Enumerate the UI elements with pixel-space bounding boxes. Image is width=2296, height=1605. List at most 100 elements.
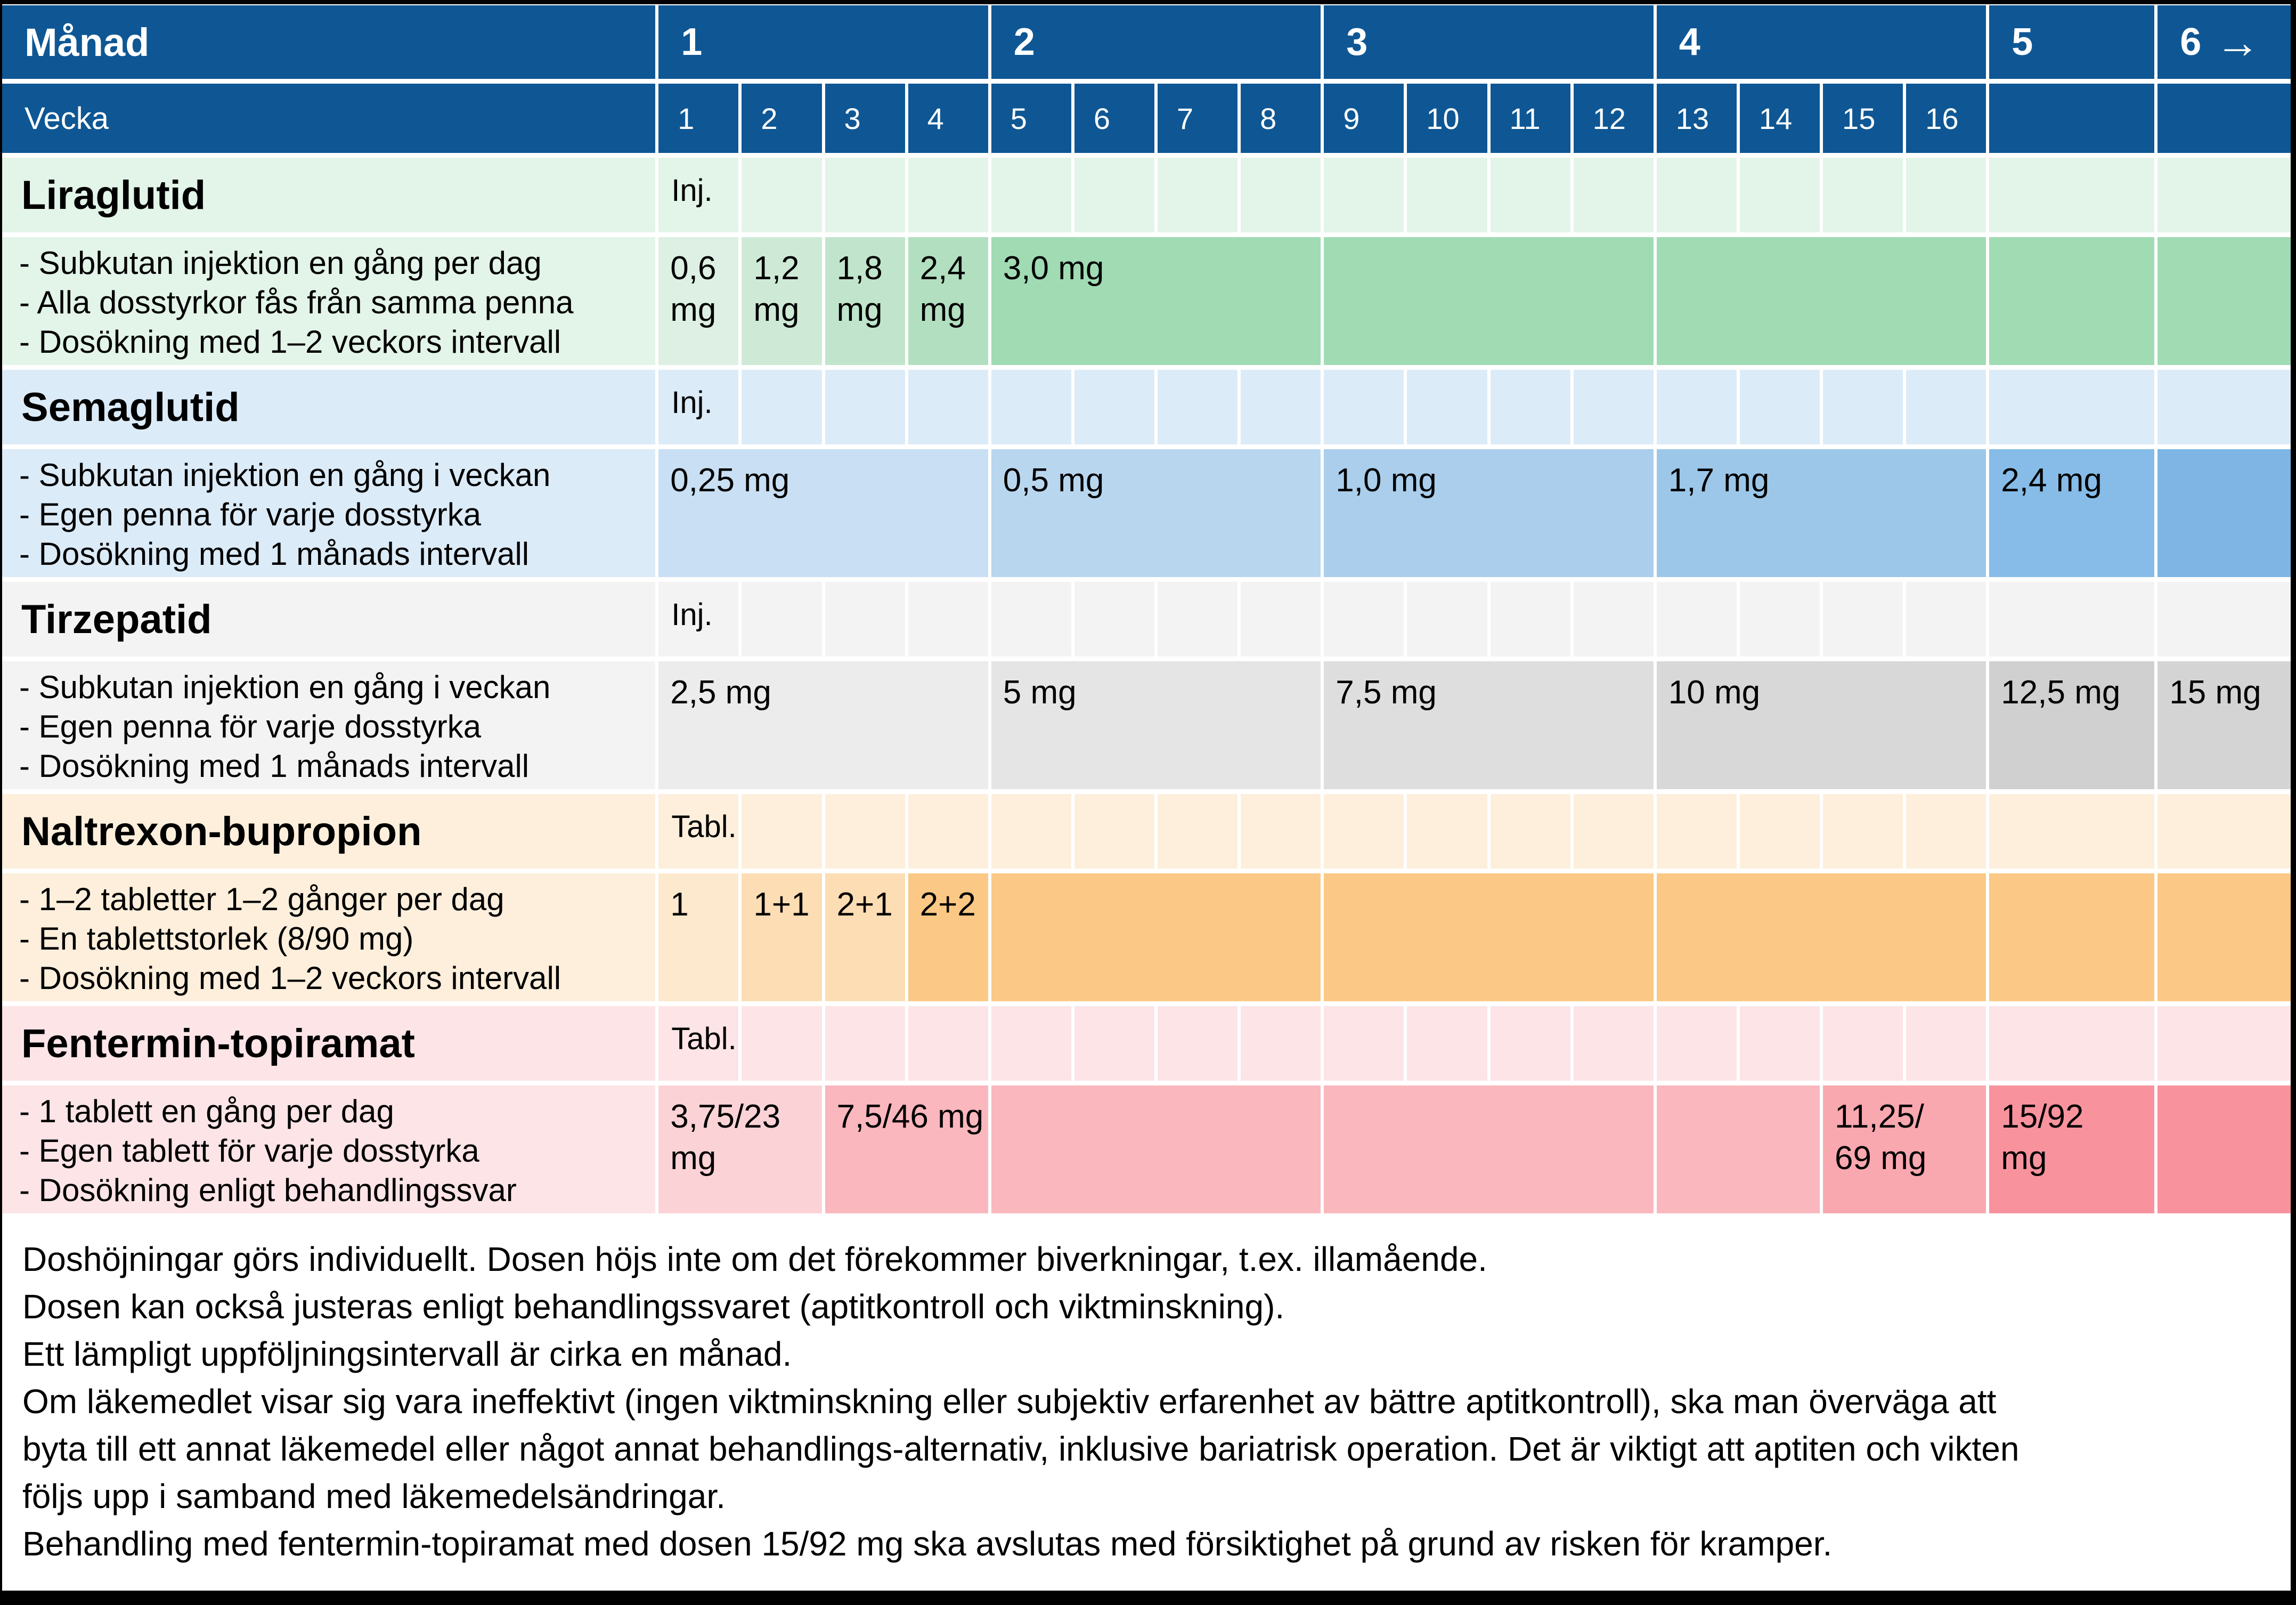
route-row-cell bbox=[1739, 794, 1820, 869]
note-line: - Subkutan injektion en gång per dag bbox=[19, 245, 542, 281]
week-header-4: 4 bbox=[908, 84, 988, 153]
route-row-cell bbox=[1906, 794, 1986, 869]
dose-cell-fentermin-m6 bbox=[2157, 1085, 2291, 1213]
drug-name-semaglutid: Semaglutid bbox=[2, 370, 656, 444]
note-line: - Dosökning med 1–2 veckors intervall bbox=[19, 960, 561, 996]
route-row-cell bbox=[1241, 370, 1321, 444]
drug-notes-fentermin-topiramat: - 1 tablett en gång per dag - Egen table… bbox=[2, 1085, 656, 1213]
note-line: - Egen penna för varje dosstyrka bbox=[19, 497, 482, 532]
drug-notes-naltrexon-bupropion: - 1–2 tabletter 1–2 gånger per dag - En … bbox=[2, 873, 656, 1001]
week-header-3: 3 bbox=[825, 84, 905, 153]
dose-cell-naltrexon-maintenance bbox=[991, 873, 1321, 1001]
dose-cell-tirzepatid-m6: 15 mg bbox=[2157, 661, 2291, 789]
week-header-13: 13 bbox=[1656, 84, 1737, 153]
week-header-16: 16 bbox=[1906, 84, 1986, 153]
route-row-cell bbox=[1407, 370, 1487, 444]
dose-cell-naltrexon-w3: 2+1 bbox=[825, 873, 905, 1001]
route-row-cell bbox=[1906, 582, 1986, 656]
route-row-cell bbox=[1823, 794, 1903, 869]
route-row-cell bbox=[1823, 1006, 1903, 1081]
dose-cell-fentermin-w15-16: 11,25/ 69 mg bbox=[1823, 1085, 1986, 1213]
route-row-cell bbox=[1407, 794, 1487, 869]
note-line: - Subkutan injektion en gång i veckan bbox=[19, 669, 551, 705]
month-header-4: 4 bbox=[1656, 5, 1986, 79]
dose-cell-liraglutid-w3: 1,8 mg bbox=[825, 237, 905, 365]
route-row-cell bbox=[1989, 158, 2155, 232]
route-row-cell bbox=[991, 158, 1071, 232]
note-line: - Egen penna för varje dosstyrka bbox=[19, 709, 482, 744]
route-row-cell bbox=[1407, 1006, 1487, 1081]
week-header-month5-blank bbox=[1989, 84, 2155, 153]
note-line: - Dosökning enligt behandlingssvar bbox=[19, 1172, 517, 1208]
dose-cell-naltrexon-maintenance bbox=[1989, 873, 2155, 1001]
month-header-1: 1 bbox=[658, 5, 988, 79]
route-label-semaglutid: Inj. bbox=[658, 370, 739, 444]
week-header-15: 15 bbox=[1823, 84, 1903, 153]
month-header-6-label: 6 bbox=[2180, 21, 2202, 63]
footer-line: byta till ett annat läkemedel eller någo… bbox=[22, 1430, 2020, 1468]
dose-cell-fentermin-w13-14 bbox=[1656, 1085, 1820, 1213]
route-row-cell bbox=[1241, 158, 1321, 232]
route-row-cell bbox=[1989, 370, 2155, 444]
note-line: - Dosökning med 1–2 veckors intervall bbox=[19, 324, 561, 360]
week-header-5: 5 bbox=[991, 84, 1071, 153]
route-row-cell bbox=[825, 794, 905, 869]
route-row-cell bbox=[1407, 158, 1487, 232]
dose-cell-liraglutid-maintenance: 3,0 mg bbox=[991, 237, 1321, 365]
dose-cell-tirzepatid-m5: 12,5 mg bbox=[1989, 661, 2155, 789]
route-row-cell bbox=[742, 582, 822, 656]
footer-notes: Doshöjningar görs individuellt. Dosen hö… bbox=[2, 1213, 2291, 1568]
dose-cell-semaglutid-m3: 1,0 mg bbox=[1324, 449, 1654, 577]
footer-line: Doshöjningar görs individuellt. Dosen hö… bbox=[22, 1240, 1487, 1278]
month-header-2: 2 bbox=[991, 5, 1321, 79]
route-row-cell bbox=[1074, 794, 1155, 869]
route-row-cell bbox=[1241, 582, 1321, 656]
route-row-cell bbox=[1906, 158, 1986, 232]
route-row-cell bbox=[1823, 158, 1903, 232]
route-row-cell bbox=[1573, 370, 1654, 444]
route-row-cell bbox=[1158, 158, 1238, 232]
week-header-7: 7 bbox=[1158, 84, 1238, 153]
route-label-tirzepatid: Inj. bbox=[658, 582, 739, 656]
dose-cell-naltrexon-w4: 2+2 bbox=[908, 873, 988, 1001]
month-header-5: 5 bbox=[1989, 5, 2155, 79]
route-row-cell bbox=[1906, 1006, 1986, 1081]
dose-cell-fentermin-w3-4: 7,5/46 mg bbox=[825, 1085, 988, 1213]
route-row-cell bbox=[908, 158, 988, 232]
route-row-cell bbox=[1989, 582, 2155, 656]
route-row-cell bbox=[1324, 370, 1404, 444]
drug-name-tirzepatid: Tirzepatid bbox=[2, 582, 656, 656]
dose-cell-fentermin-w1-2: 3,75/23 mg bbox=[658, 1085, 822, 1213]
drug-name-liraglutid: Liraglutid bbox=[2, 158, 656, 232]
dose-escalation-table: Månad 1 2 3 4 5 6 → Vecka 1 2 3 4 5 6 7 … bbox=[2, 5, 2291, 1213]
dose-cell-fentermin-m5: 15/92 mg bbox=[1989, 1085, 2155, 1213]
dose-cell-semaglutid-m5: 2,4 mg bbox=[1989, 449, 2155, 577]
route-row-cell bbox=[1490, 582, 1570, 656]
drug-notes-tirzepatid: - Subkutan injektion en gång i veckan - … bbox=[2, 661, 656, 789]
note-line: - 1–2 tabletter 1–2 gånger per dag bbox=[19, 881, 504, 917]
route-row-cell bbox=[1490, 794, 1570, 869]
route-row-cell bbox=[2157, 1006, 2291, 1081]
route-row-cell bbox=[1490, 1006, 1570, 1081]
route-row-cell bbox=[1074, 582, 1155, 656]
route-row-cell bbox=[908, 1006, 988, 1081]
route-row-cell bbox=[1739, 158, 1820, 232]
dose-cell-naltrexon-maintenance bbox=[1656, 873, 1986, 1001]
dose-cell-tirzepatid-m1: 2,5 mg bbox=[658, 661, 988, 789]
week-header-1: 1 bbox=[658, 84, 739, 153]
route-row-cell bbox=[1573, 158, 1654, 232]
route-row-cell bbox=[742, 370, 822, 444]
route-row-cell bbox=[1823, 370, 1903, 444]
footer-line: Behandling med fentermin-topiramat med d… bbox=[22, 1525, 1833, 1563]
dose-cell-tirzepatid-m2: 5 mg bbox=[991, 661, 1321, 789]
route-row-cell bbox=[1573, 794, 1654, 869]
route-row-cell bbox=[1324, 794, 1404, 869]
route-row-cell bbox=[1656, 1006, 1737, 1081]
route-row-cell bbox=[1241, 794, 1321, 869]
route-row-cell bbox=[1158, 1006, 1238, 1081]
footer-line: Dosen kan också justeras enligt behandli… bbox=[22, 1287, 1285, 1326]
month-header-3: 3 bbox=[1324, 5, 1654, 79]
route-row-cell bbox=[1739, 582, 1820, 656]
dose-cell-semaglutid-m2: 0,5 mg bbox=[991, 449, 1321, 577]
week-header-9: 9 bbox=[1324, 84, 1404, 153]
